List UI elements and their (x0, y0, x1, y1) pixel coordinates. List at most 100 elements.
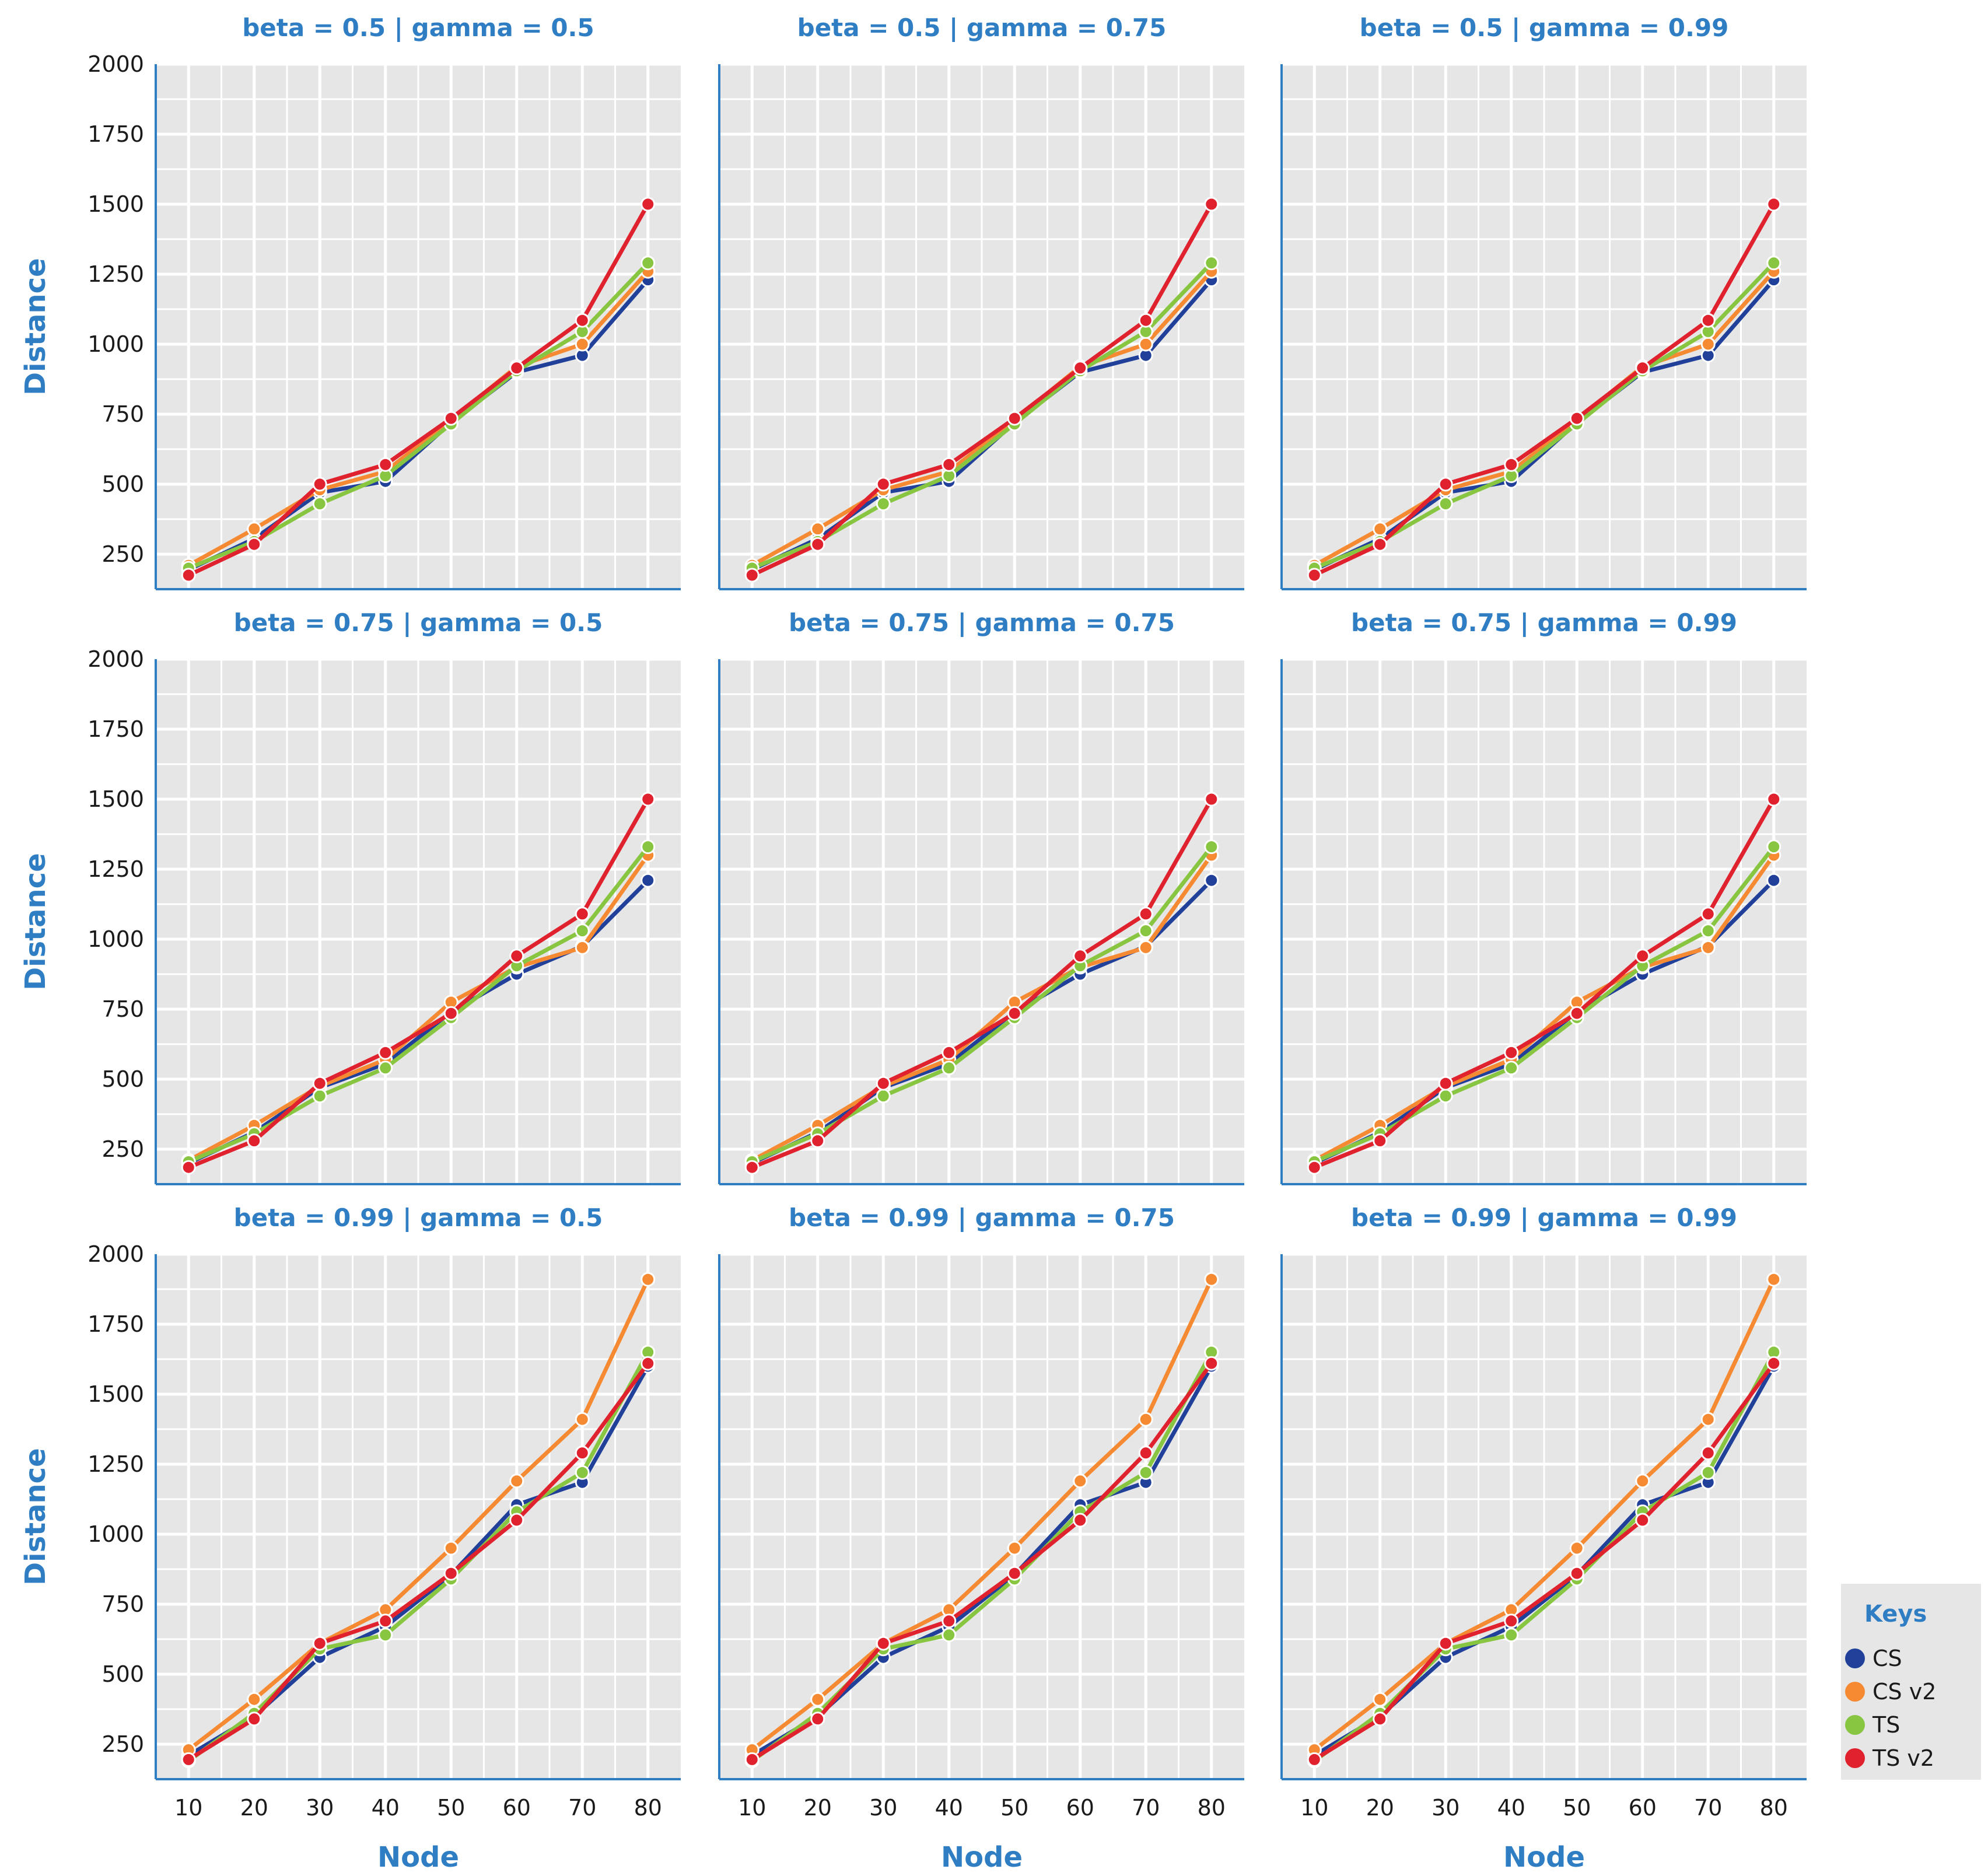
data-point (640, 197, 656, 212)
x-tick-label: 80 (1760, 1795, 1788, 1821)
x-tick-label: 50 (1000, 1795, 1028, 1821)
y-tick-label: 1500 (88, 786, 144, 812)
data-point (876, 1088, 891, 1104)
data-point (1073, 1513, 1088, 1528)
y-tick-label: 250 (102, 1136, 144, 1162)
data-point (810, 1692, 825, 1707)
data-point (1138, 1465, 1153, 1480)
data-point (1204, 1272, 1219, 1287)
legend-label: TS (1872, 1712, 1900, 1738)
data-point (640, 839, 656, 855)
data-point (1373, 522, 1388, 537)
data-point (744, 1752, 760, 1767)
x-tick-label: 20 (1366, 1795, 1394, 1821)
legend-title: Keys (1864, 1601, 1927, 1628)
panel-6: beta = 0.75 | gamma = 0.99 (1280, 608, 1807, 1185)
data-point (876, 1076, 891, 1091)
panel-title: beta = 0.75 | gamma = 0.5 (234, 608, 603, 637)
data-point (942, 1060, 957, 1076)
data-point (810, 537, 825, 552)
data-point (1007, 411, 1022, 426)
data-point (509, 1474, 524, 1489)
y-tick-label: 750 (102, 401, 144, 427)
data-point (181, 1752, 196, 1767)
x-axis-title: Node (377, 1841, 459, 1874)
y-axis-title: Distance (19, 1448, 52, 1585)
panel-7: beta = 0.99 | gamma = 0.5 250 500 750 1000 12… (19, 1203, 681, 1874)
x-tick-label: 80 (634, 1795, 662, 1821)
data-point (247, 522, 262, 537)
data-point (1700, 1465, 1716, 1480)
data-point (443, 1566, 459, 1581)
data-point (810, 522, 825, 537)
data-point (1700, 1446, 1716, 1461)
data-point (312, 496, 327, 512)
data-point (575, 1412, 590, 1427)
data-point (247, 537, 262, 552)
data-point (1307, 568, 1322, 583)
data-point (744, 568, 760, 583)
legend-label: CS v2 (1873, 1679, 1936, 1704)
data-point (378, 457, 393, 472)
data-point (575, 1465, 590, 1480)
data-point (942, 457, 957, 472)
data-point (1073, 949, 1088, 964)
data-point (1504, 457, 1519, 472)
x-tick-label: 40 (935, 1795, 963, 1821)
x-tick-label: 50 (437, 1795, 465, 1821)
series-line-ts (750, 845, 1214, 1164)
panel-title: beta = 0.99 | gamma = 0.75 (789, 1203, 1175, 1232)
data-point (1204, 792, 1219, 807)
chart-panels: beta = 0.5 | gamma = 0.5 250 500 750 1000 125… (19, 13, 1807, 1874)
data-point (1504, 1614, 1519, 1629)
series-line-cs-v2 (1312, 1277, 1776, 1752)
data-point (443, 1006, 459, 1021)
data-point (640, 256, 656, 271)
data-point (1138, 1446, 1153, 1461)
data-point (1569, 411, 1584, 426)
x-tick-label: 60 (1066, 1795, 1094, 1821)
y-tick-label: 2000 (88, 1241, 144, 1267)
series-line-ts (750, 1350, 1214, 1763)
data-point (1138, 923, 1153, 939)
data-point (1766, 256, 1782, 271)
data-point (1438, 1088, 1453, 1104)
y-axis-title: Distance (19, 853, 52, 990)
y-tick-label: 750 (102, 1591, 144, 1617)
panel-title: beta = 0.5 | gamma = 0.5 (242, 13, 594, 42)
data-point (1504, 1045, 1519, 1060)
data-point (1138, 337, 1153, 352)
data-point (1204, 873, 1219, 888)
x-axis-title: Node (1503, 1841, 1585, 1874)
data-point (744, 1160, 760, 1175)
data-point (1138, 907, 1153, 922)
data-point (1007, 1541, 1022, 1556)
panel-9: beta = 0.99 | gamma = 0.99 10 20 30 40 50 60 70… (1280, 1203, 1807, 1874)
series-line-ts-v2 (186, 797, 650, 1170)
data-point (1504, 1060, 1519, 1076)
data-point (640, 792, 656, 807)
y-tick-label: 250 (102, 541, 144, 567)
y-tick-label: 1250 (88, 856, 144, 882)
data-point (876, 477, 891, 492)
data-point (1700, 923, 1716, 939)
data-point (1073, 1474, 1088, 1489)
series-line-ts (1312, 1350, 1776, 1763)
data-point (942, 1045, 957, 1060)
x-tick-label: 70 (1132, 1795, 1160, 1821)
y-tick-label: 250 (102, 1731, 144, 1757)
data-point (942, 1628, 957, 1643)
series-line-ts-v2 (1312, 1361, 1776, 1762)
data-point (640, 1356, 656, 1371)
legend-marker (1845, 1648, 1865, 1668)
panel-5: beta = 0.75 | gamma = 0.75 (718, 608, 1244, 1185)
data-point (1700, 337, 1716, 352)
data-point (378, 1045, 393, 1060)
x-tick-label: 40 (372, 1795, 400, 1821)
legend-label: TS v2 (1872, 1745, 1934, 1771)
panel-title: beta = 0.99 | gamma = 0.99 (1351, 1203, 1737, 1232)
data-point (810, 1133, 825, 1149)
panel-2: beta = 0.5 | gamma = 0.75 (718, 13, 1244, 590)
panel-title: beta = 0.5 | gamma = 0.75 (797, 13, 1167, 42)
